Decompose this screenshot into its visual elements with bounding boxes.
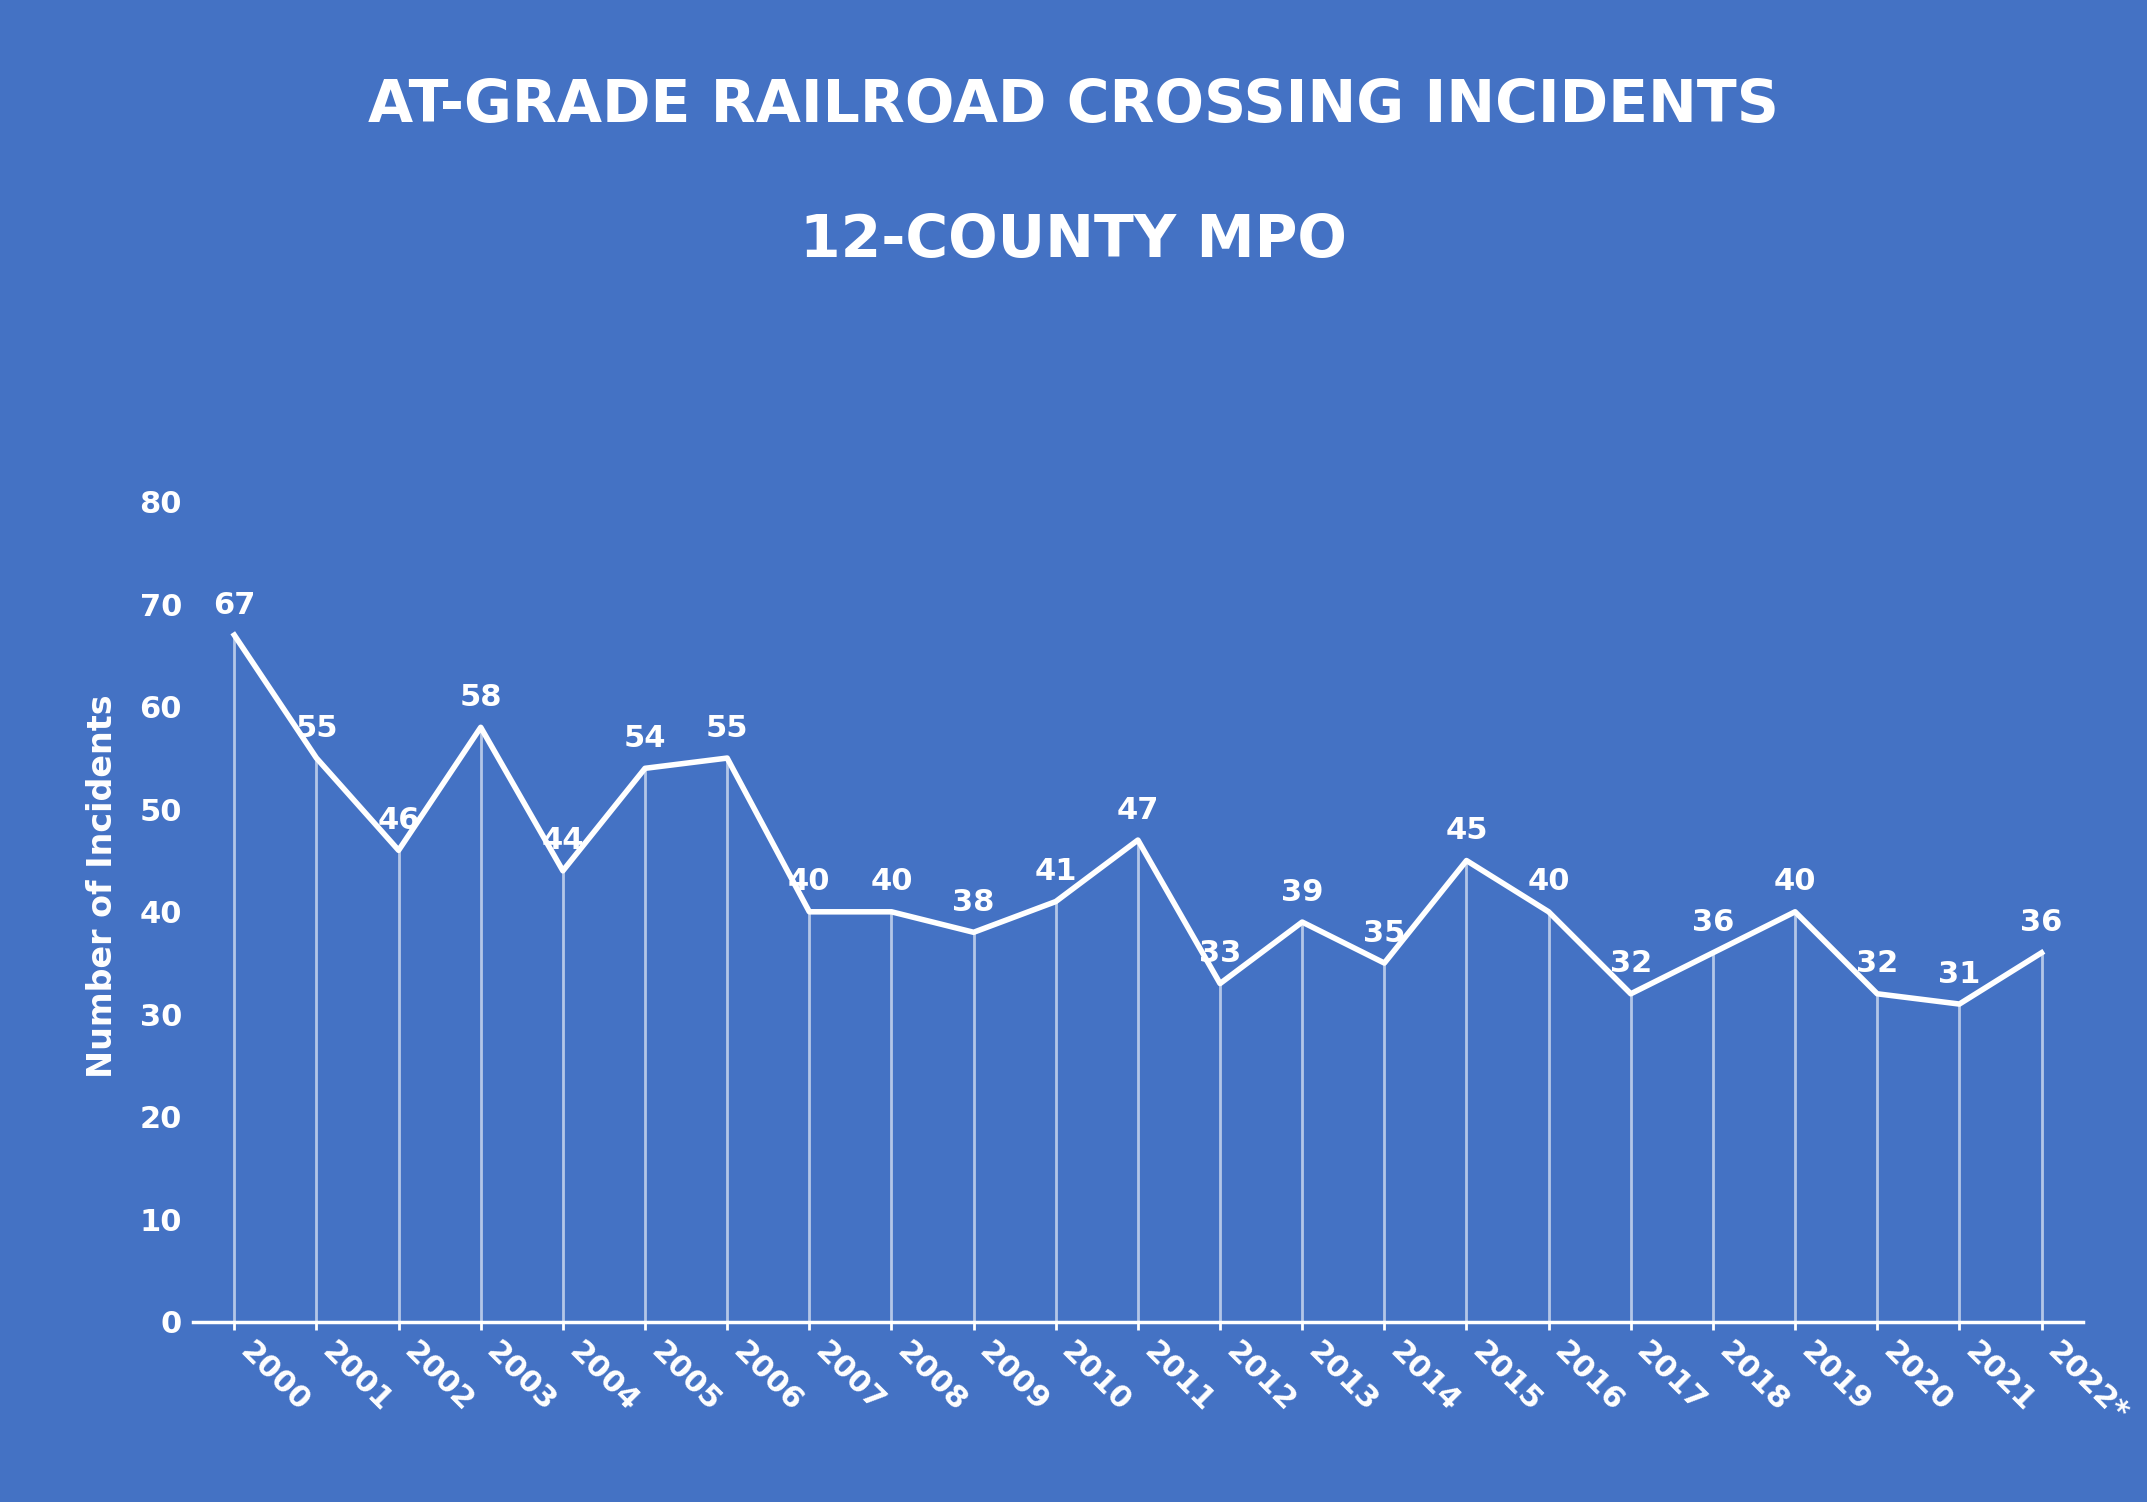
Text: 40: 40 xyxy=(1527,868,1569,897)
Text: 55: 55 xyxy=(706,713,749,742)
Text: AT-GRADE RAILROAD CROSSING INCIDENTS: AT-GRADE RAILROAD CROSSING INCIDENTS xyxy=(367,77,1780,134)
Text: 45: 45 xyxy=(1445,816,1488,846)
Text: 44: 44 xyxy=(541,826,584,856)
Text: 40: 40 xyxy=(788,868,831,897)
Text: 12-COUNTY MPO: 12-COUNTY MPO xyxy=(801,212,1346,269)
Text: 46: 46 xyxy=(378,807,421,835)
Text: 36: 36 xyxy=(2020,909,2063,937)
Text: 35: 35 xyxy=(1363,919,1406,948)
Text: 32: 32 xyxy=(1857,949,1898,978)
Text: 31: 31 xyxy=(1939,960,1980,988)
Text: 32: 32 xyxy=(1610,949,1651,978)
Text: 67: 67 xyxy=(213,590,255,620)
Text: 54: 54 xyxy=(625,724,666,753)
Text: 41: 41 xyxy=(1035,858,1078,886)
Text: 55: 55 xyxy=(294,713,337,742)
Text: 58: 58 xyxy=(459,683,502,712)
Text: 40: 40 xyxy=(870,868,912,897)
Y-axis label: Number of Incidents: Number of Incidents xyxy=(86,694,118,1078)
Text: 38: 38 xyxy=(953,888,994,916)
Text: 36: 36 xyxy=(1692,909,1735,937)
Text: 40: 40 xyxy=(1773,868,1816,897)
Text: 39: 39 xyxy=(1282,877,1323,907)
Text: 33: 33 xyxy=(1198,939,1241,969)
Text: 47: 47 xyxy=(1116,796,1159,825)
